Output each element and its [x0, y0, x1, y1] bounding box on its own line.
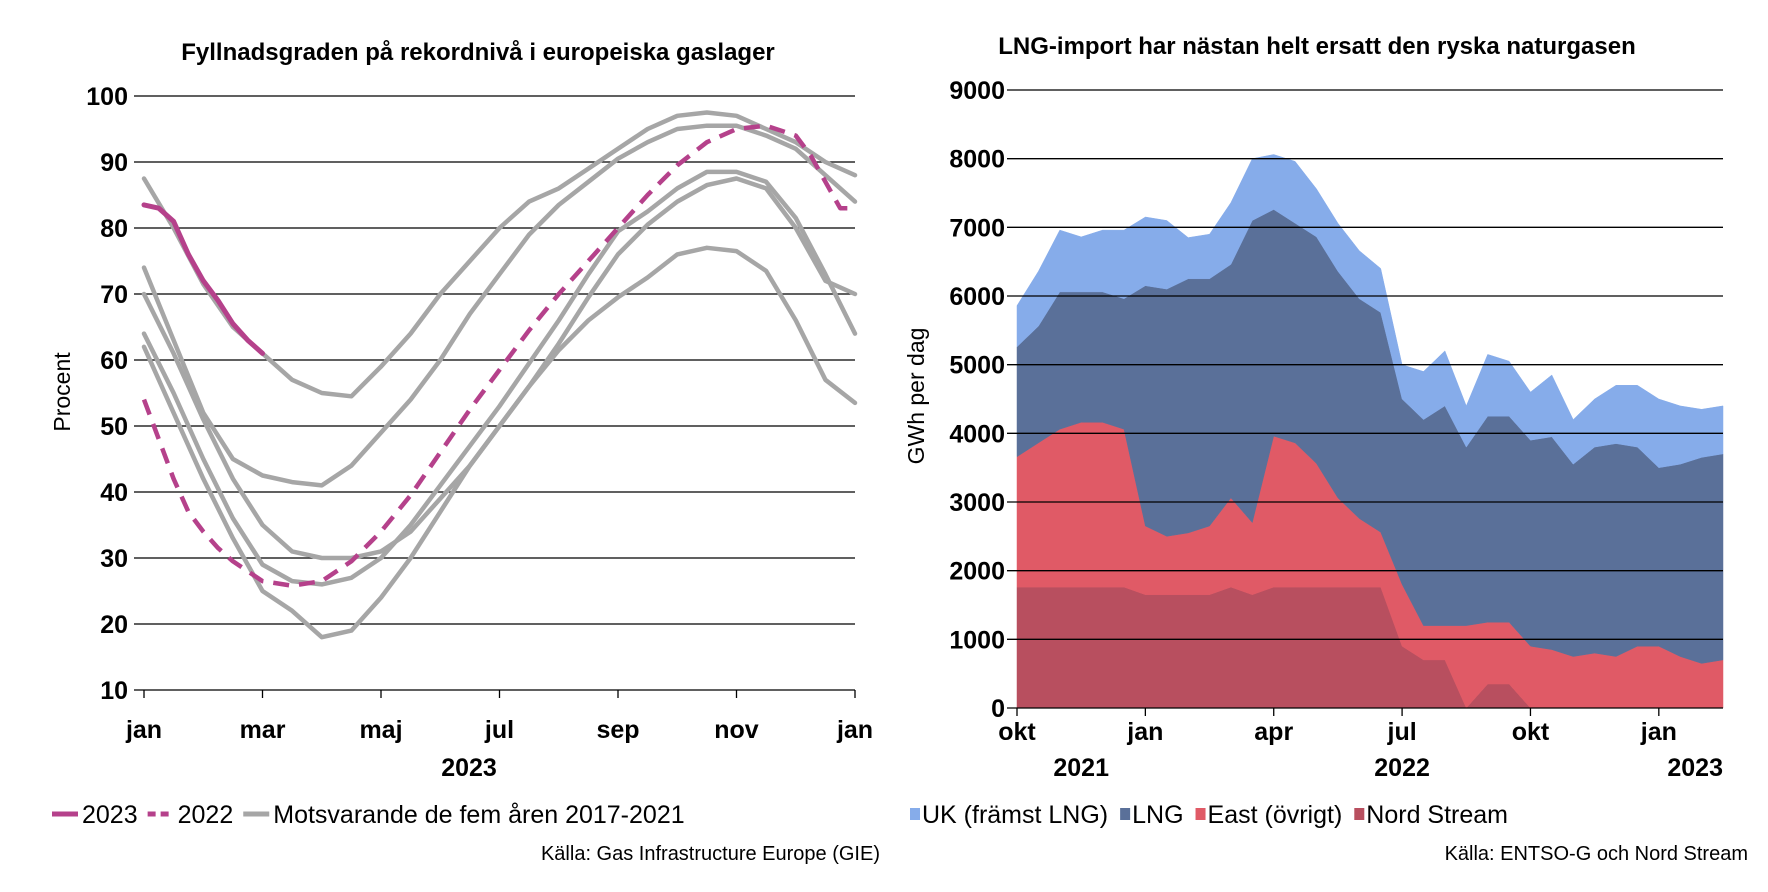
right-year-label: 2021: [1053, 754, 1109, 782]
right-x-tick-label: apr: [1254, 718, 1293, 746]
left-y-tick-label: 50: [100, 413, 128, 441]
right-y-tick-label: 8000: [949, 146, 1005, 174]
left-chart-title: Fyllnadsgraden på rekordnivå i europeisk…: [181, 39, 775, 66]
right-chart-x-ticks: okt jan apr jul okt jan: [998, 708, 1677, 746]
right-y-tick-label: 4000: [949, 420, 1005, 448]
left-chart-storage-fill: Fyllnadsgraden på rekordnivå i europeisk…: [49, 39, 880, 865]
right-chart-y-axis-label: GWh per dag: [903, 328, 929, 465]
left-y-tick-label: 90: [100, 149, 128, 177]
legend-label: Nord Stream: [1366, 801, 1508, 829]
left-series-line-historic: [141, 110, 858, 399]
legend-label: LNG: [1132, 801, 1183, 829]
right-y-tick-label: 9000: [949, 77, 1005, 105]
left-x-tick-label: maj: [359, 716, 402, 744]
left-chart-y-ticks: 10 20 30 40 50 60 70 80 90 100: [86, 83, 128, 705]
left-series-line-2023: [141, 202, 265, 356]
left-chart-year-label: 2023: [441, 754, 497, 782]
legend-swatch: [1195, 808, 1206, 820]
left-y-tick-label: 80: [100, 215, 128, 243]
legend-swatch: [1120, 808, 1131, 820]
left-series-line-historic: [141, 245, 858, 640]
left-x-tick-label: jan: [125, 716, 162, 744]
right-area-3: [1016, 154, 1724, 468]
right-chart-y-ticks: 0 1000 2000 3000 4000 5000 6000 7000 8000 9000: [949, 77, 1005, 723]
right-x-tick-label: jan: [1126, 718, 1163, 746]
right-y-tick-label: 5000: [949, 352, 1005, 380]
legend-label: 2022: [178, 801, 234, 829]
left-series-line-historic: [141, 169, 858, 587]
left-chart-x-ticks: jan mar maj jul sep nov jan: [125, 690, 873, 744]
right-y-tick-label: 6000: [949, 283, 1005, 311]
right-year-label: 2022: [1374, 754, 1430, 782]
left-y-tick-label: 100: [86, 83, 128, 111]
right-chart-source: Källa: ENTSO-G och Nord Stream: [1445, 843, 1748, 865]
left-y-tick-label: 30: [100, 545, 128, 573]
legend-swatch: [910, 808, 920, 820]
left-x-tick-label: nov: [714, 716, 759, 744]
legend-label: East (övrigt): [1208, 801, 1343, 829]
right-chart-gas-imports: LNG-import har nästan helt ersatt den ry…: [903, 33, 1748, 865]
left-y-tick-label: 20: [100, 611, 128, 639]
left-x-tick-label: jul: [484, 716, 514, 744]
left-chart-source: Källa: Gas Infrastructure Europe (GIE): [541, 843, 880, 865]
legend-swatch: [1354, 808, 1365, 820]
right-chart-gridlines: [1007, 89, 1723, 709]
right-chart-stacked-areas: [1016, 154, 1724, 709]
left-y-tick-label: 70: [100, 281, 128, 309]
left-chart-y-axis-label: Procent: [49, 352, 75, 432]
right-x-tick-label: okt: [998, 718, 1036, 746]
left-chart-legend: 2023 2022 Motsvarande de fem åren 2017-202…: [52, 801, 685, 829]
right-x-tick-label: jan: [1640, 718, 1677, 746]
left-chart-gridlines: [134, 95, 855, 691]
left-y-tick-label: 10: [100, 677, 128, 705]
right-y-tick-label: 3000: [949, 489, 1005, 517]
right-chart-legend: UK (främst LNG) LNG East (övrigt) Nord Stre…: [910, 801, 1508, 829]
legend-label: 2023: [82, 801, 138, 829]
left-series-line-2022: [141, 123, 855, 588]
right-y-tick-label: 0: [991, 695, 1005, 723]
left-x-tick-label: jan: [836, 716, 873, 744]
right-y-tick-label: 1000: [949, 626, 1005, 654]
left-chart-series: [141, 110, 858, 640]
left-y-tick-label: 60: [100, 347, 128, 375]
right-year-label: 2023: [1667, 754, 1723, 782]
right-chart-title: LNG-import har nästan helt ersatt den ry…: [998, 33, 1636, 60]
legend-label: UK (främst LNG): [922, 801, 1108, 829]
left-series-line-historic: [141, 176, 858, 561]
right-y-tick-label: 7000: [949, 214, 1005, 242]
left-x-tick-label: mar: [240, 716, 286, 744]
right-x-tick-label: jul: [1387, 718, 1417, 746]
left-y-tick-label: 40: [100, 479, 128, 507]
left-series-line-historic: [141, 123, 858, 488]
right-chart-year-labels: 2021 2022 2023: [1053, 754, 1723, 782]
right-x-tick-label: okt: [1512, 718, 1550, 746]
right-y-tick-label: 2000: [949, 558, 1005, 586]
legend-label: Motsvarande de fem åren 2017-2021: [273, 801, 684, 829]
left-x-tick-label: sep: [596, 716, 639, 744]
